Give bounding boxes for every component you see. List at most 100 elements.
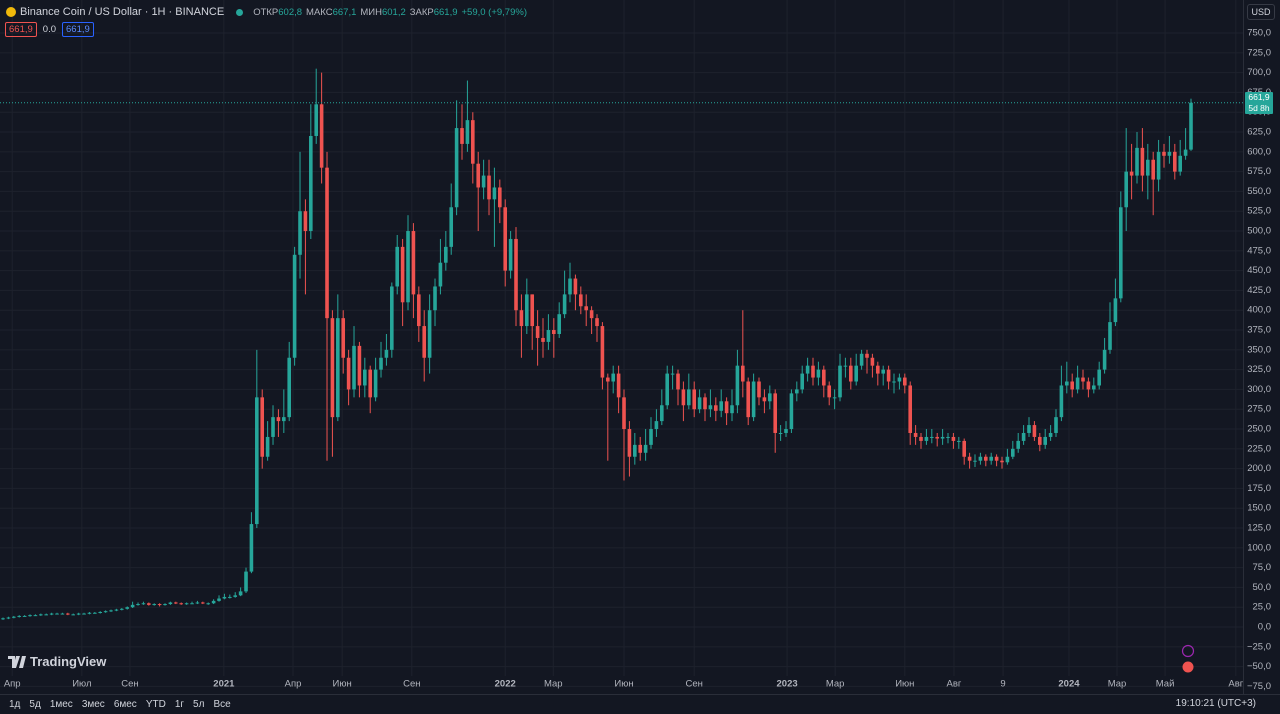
y-tick-label: −75,0 — [1247, 681, 1271, 692]
candle-body — [346, 357, 351, 390]
x-tick-label: Мар — [1108, 679, 1127, 690]
candle-body — [400, 246, 405, 303]
candle-body — [390, 286, 394, 350]
range-button[interactable]: 5д — [29, 699, 41, 710]
y-tick-label: 400,0 — [1247, 305, 1271, 316]
y-tick-label: 225,0 — [1247, 443, 1271, 454]
alert-icon — [1181, 644, 1195, 658]
legend-value: 601,2 — [381, 6, 406, 18]
candle-body — [805, 365, 810, 374]
candle-body — [1043, 436, 1048, 445]
range-button[interactable]: 1мес — [49, 699, 73, 710]
candle-body — [768, 393, 772, 402]
y-tick-label: 700,0 — [1247, 67, 1271, 78]
candle-body — [98, 611, 103, 613]
candle-body — [697, 397, 702, 410]
y-tick-label: 325,0 — [1247, 364, 1271, 375]
candle-body — [1146, 159, 1150, 176]
candle-body — [703, 397, 707, 410]
candle-body — [444, 246, 448, 263]
candle-body — [514, 238, 518, 311]
x-tick-label: 2023 — [777, 679, 798, 690]
currency-button[interactable]: USD — [1247, 4, 1275, 20]
candle-body — [276, 417, 281, 422]
symbol-title[interactable]: Binance Coin / US Dollar · 1H · BINANCE — [20, 6, 225, 18]
range-button[interactable]: 5л — [193, 699, 205, 710]
candle-body — [330, 318, 335, 418]
candle-body — [751, 381, 756, 418]
candle-body — [967, 456, 972, 461]
candle-body — [1081, 377, 1085, 382]
candle-body — [957, 440, 961, 442]
y-tick-label: 250,0 — [1247, 424, 1271, 435]
candle-body — [1162, 151, 1166, 156]
range-button[interactable]: Все — [213, 699, 231, 710]
range-button[interactable]: YTD — [145, 699, 166, 710]
candle-body — [892, 381, 896, 383]
candle-body — [654, 421, 659, 430]
x-tick-label: Июн — [614, 679, 633, 690]
candle-body — [778, 432, 783, 434]
candle-body — [897, 377, 902, 382]
candle-body — [422, 326, 427, 358]
legend-label: МИН — [360, 6, 382, 18]
candle-body — [919, 436, 923, 441]
candle-body — [616, 373, 621, 398]
candle-body — [638, 444, 643, 453]
candle-body — [1167, 151, 1172, 156]
candle-body — [82, 613, 86, 615]
candle-body — [449, 207, 454, 247]
candle-body — [1086, 381, 1091, 390]
x-tick-label: 2022 — [495, 679, 516, 690]
candle-body — [265, 436, 270, 457]
candle-body — [152, 604, 157, 606]
candle-body — [676, 373, 680, 390]
y-tick-label: 475,0 — [1247, 245, 1271, 256]
legend-label: МАКС — [306, 6, 333, 18]
candle-body — [406, 231, 410, 303]
candle-body — [708, 405, 713, 410]
candle-body — [800, 373, 805, 390]
y-tick-label: 500,0 — [1247, 226, 1271, 237]
flag-icon — [1182, 661, 1194, 673]
candle-body — [1005, 456, 1010, 463]
candle-body — [336, 318, 340, 418]
candle-body — [438, 262, 443, 287]
candle-body — [681, 389, 686, 406]
range-button[interactable]: 6мес — [113, 699, 137, 710]
y-tick-label: 50,0 — [1253, 582, 1272, 593]
candle-body — [973, 460, 977, 462]
range-button[interactable]: 1г — [174, 699, 185, 710]
candle-body — [784, 429, 788, 433]
badge: 661,9 — [5, 22, 37, 37]
candle-body — [1113, 298, 1118, 323]
legend-label: ЗАКР — [409, 6, 434, 18]
range-button[interactable]: 3мес — [81, 699, 105, 710]
candle-body — [870, 357, 875, 366]
candle-body — [584, 306, 589, 311]
candles — [1, 68, 1193, 620]
y-tick-label: 300,0 — [1247, 384, 1271, 395]
candle-body — [541, 337, 545, 342]
candle-body — [924, 436, 929, 441]
candle-body — [822, 369, 826, 386]
last-price: 661,9 — [1248, 91, 1270, 102]
x-tick-label: Сен — [686, 679, 703, 690]
candle-body — [1151, 159, 1155, 180]
legend-change: +59,0 (+9,79%) — [461, 6, 528, 18]
candle-body — [724, 401, 729, 414]
candle-body — [1189, 102, 1193, 150]
range-button[interactable]: 1д — [9, 699, 21, 710]
logo[interactable]: TradingView — [8, 654, 106, 669]
candle-body — [498, 187, 502, 208]
candle-body — [411, 231, 416, 295]
candle-body — [309, 135, 313, 232]
candle-body — [762, 397, 767, 402]
candle-body — [460, 128, 464, 144]
y-tick-label: −50,0 — [1247, 661, 1271, 672]
candle-body — [503, 207, 508, 271]
candle-body — [730, 405, 734, 414]
candle-body — [201, 602, 205, 604]
candle-body — [130, 604, 135, 608]
candle-body — [373, 369, 378, 398]
